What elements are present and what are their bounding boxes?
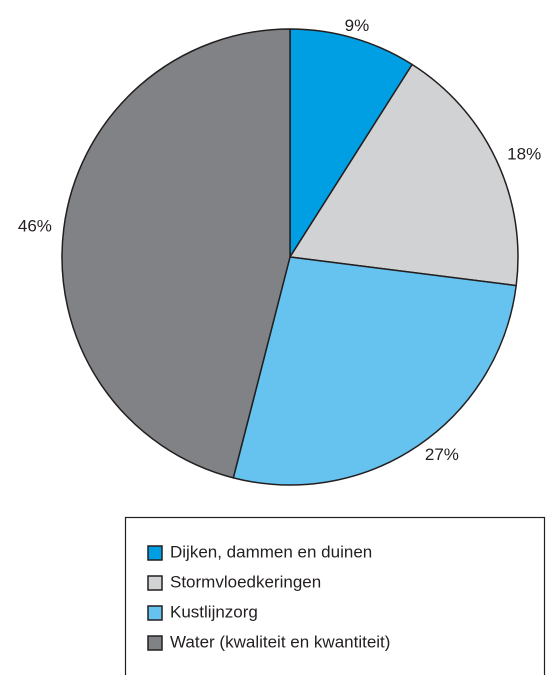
legend-label: Water (kwaliteit en kwantiteit): [170, 632, 390, 651]
legend-label: Kustlijnzorg: [170, 602, 258, 621]
pie-slice: [289, 28, 413, 258]
data-label: 9%: [345, 16, 370, 35]
legend-label: Stormvloedkeringen: [170, 572, 321, 591]
legend-swatch: [147, 545, 163, 561]
data-label: 46%: [18, 216, 52, 235]
legend-swatch: [147, 575, 163, 591]
data-label: 18%: [507, 144, 541, 163]
pie-slice: [232, 256, 517, 486]
pie-slice: [289, 63, 519, 287]
legend-swatch: [147, 605, 163, 621]
legend-box: [124, 516, 546, 675]
legend-label: Dijken, dammen en duinen: [170, 542, 372, 561]
data-label: 27%: [425, 445, 459, 464]
pie-slice: [61, 28, 291, 479]
legend-swatch: [147, 635, 163, 651]
